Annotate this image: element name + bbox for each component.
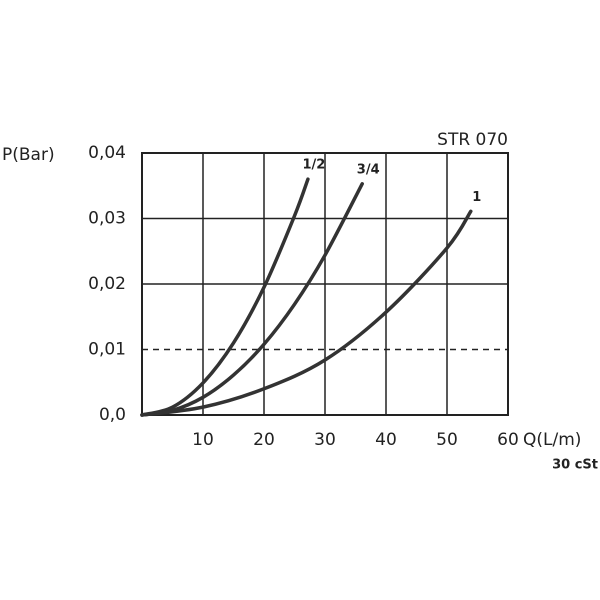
y-tick-label: 0,0 <box>99 405 126 425</box>
x-tick-label: 40 <box>375 430 397 450</box>
curve-label: 3/4 <box>357 162 380 177</box>
y-tick-label: 0,01 <box>88 340 126 360</box>
x-tick-label: 20 <box>253 430 275 450</box>
curve-label: 1 <box>472 190 481 205</box>
y-axis-label: P(Bar) <box>2 145 55 165</box>
curve <box>140 182 364 417</box>
chart-title: STR 070 <box>437 130 508 150</box>
note: 30 cSt <box>552 458 598 473</box>
y-tick-label: 0,02 <box>88 274 126 294</box>
plot-frame <box>141 152 509 416</box>
x-tick-label: 50 <box>436 430 458 450</box>
x-tick-label: 30 <box>314 430 336 450</box>
y-tick-label: 0,03 <box>88 209 126 229</box>
x-axis-label: Q(L/m) <box>523 430 581 450</box>
curve-label: 1/2 <box>302 158 325 173</box>
y-tick-label: 0,04 <box>88 143 126 163</box>
curve <box>140 177 310 417</box>
curve <box>140 209 473 417</box>
x-tick-label: 60 <box>497 430 519 450</box>
x-tick-label: 10 <box>192 430 214 450</box>
